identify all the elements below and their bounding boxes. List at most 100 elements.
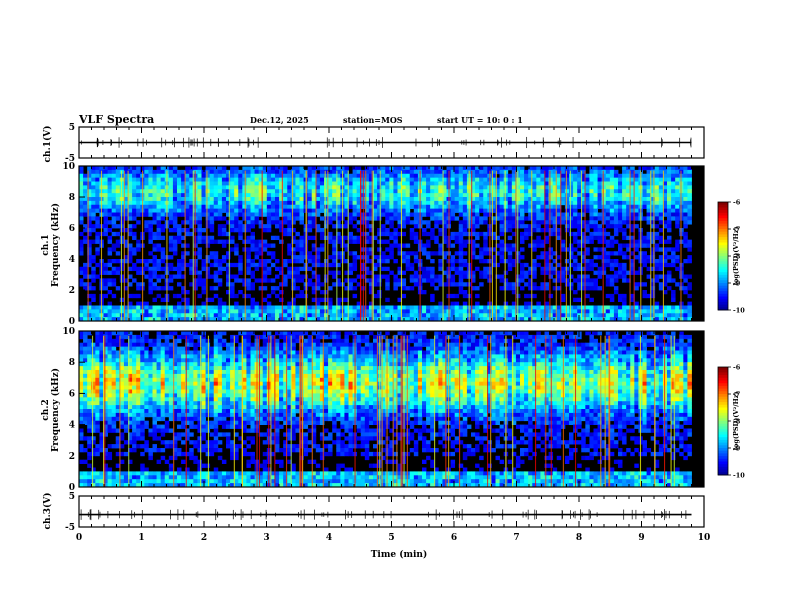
spectrogram-cell <box>434 189 439 194</box>
spectrogram-cell <box>413 173 419 179</box>
spectrogram-cell <box>136 358 141 363</box>
spectrogram-cell <box>132 334 137 340</box>
spectrogram-cell <box>123 305 129 310</box>
spectrogram-cell <box>503 224 509 229</box>
spectrogram-cell <box>642 173 647 179</box>
spectrogram-cell <box>262 224 268 229</box>
spectrogram-cell <box>283 212 288 217</box>
spectrogram-cell <box>107 475 113 480</box>
spectrogram-cell <box>140 354 145 359</box>
spectrogram-cell <box>442 212 447 217</box>
spectrogram-cell <box>328 305 333 310</box>
spectrogram-cell <box>111 181 117 186</box>
spectrogram-cell <box>454 193 460 198</box>
spectrogram-cell <box>471 200 476 206</box>
spectrogram-cell <box>119 185 125 190</box>
spectrogram-cell <box>556 189 562 194</box>
spectrogram-cell <box>152 309 157 314</box>
spectrogram-cell <box>560 305 566 310</box>
spectrogram-cell <box>221 301 227 306</box>
spectrogram-cell <box>79 346 84 351</box>
spectrogram-cell <box>671 166 676 171</box>
spectrogram-cell <box>83 350 88 355</box>
spectrogram-cell <box>368 169 374 175</box>
spectrogram-cell <box>95 451 100 457</box>
spectrogram-cell <box>552 212 558 217</box>
spectrogram-cell <box>409 166 415 171</box>
spectrogram-cell <box>540 166 545 171</box>
spectrogram-cell <box>103 362 108 367</box>
spectrogram-cell <box>377 247 382 252</box>
spectrogram-cell <box>115 389 121 394</box>
spectrogram-cell <box>221 309 227 314</box>
spectrogram-cell <box>209 208 215 213</box>
spectrogram-cell <box>128 385 133 390</box>
spectrogram-cell <box>401 220 407 225</box>
spectrogram-cell <box>87 455 92 461</box>
spectrogram-cell <box>687 305 692 310</box>
spectrogram-cell <box>426 197 431 202</box>
spectrogram-cell <box>511 309 517 314</box>
impulse-streak <box>372 170 374 321</box>
spectrogram-cell <box>622 228 627 233</box>
spectrogram-cell <box>495 200 500 206</box>
spectrogram-cell <box>524 293 529 299</box>
spectrogram-cell <box>671 278 676 283</box>
spectrogram-cell <box>242 278 247 283</box>
spectrogram-cell <box>103 448 108 453</box>
spectrogram-cell <box>646 220 652 225</box>
impulse-streak <box>362 170 364 321</box>
spectrogram-cell <box>128 231 133 237</box>
spectrogram-cell <box>132 342 137 347</box>
spectrogram-cell <box>103 409 108 414</box>
spectrogram-cell <box>177 173 182 179</box>
spectrogram-cell <box>299 305 304 310</box>
spectrogram-cell <box>605 224 611 229</box>
spectrogram-cell <box>209 305 215 310</box>
spectrogram-cell <box>319 166 325 171</box>
spectrogram-cell <box>107 451 113 457</box>
spectrogram-cell <box>213 177 219 182</box>
spectrogram-cell <box>381 228 386 233</box>
spectrogram-cell <box>683 169 688 175</box>
spectrogram-cell <box>242 313 247 318</box>
spectrogram-cell <box>307 235 313 241</box>
spectrogram-cell <box>205 266 211 272</box>
spectrogram-cell <box>238 204 243 210</box>
spectrogram-cell <box>462 293 468 299</box>
spectrogram-cell <box>683 243 688 248</box>
spectrogram-cell <box>181 220 186 225</box>
spectrogram-cell <box>185 166 190 171</box>
spectrogram-cell <box>422 251 427 256</box>
spectrogram-cell <box>279 197 284 202</box>
spectrogram-cell <box>356 197 362 202</box>
spectrogram-cell <box>605 255 611 260</box>
spectrogram-cell <box>287 247 292 252</box>
spectrogram-cell <box>642 181 647 186</box>
spectrogram-cell <box>536 235 541 241</box>
spectrogram-cell <box>95 334 100 340</box>
spectrogram-cell <box>368 251 374 256</box>
spectrogram-cell <box>132 444 137 449</box>
spectrogram-cell <box>458 262 464 268</box>
spectrogram-cell <box>389 189 394 194</box>
date-label: Dec.12, 2025 <box>250 115 309 125</box>
spectrogram-cell <box>254 266 260 272</box>
spectrogram-cell <box>156 278 162 283</box>
spectrogram-cell <box>479 231 484 237</box>
spectrogram-cell <box>148 483 153 488</box>
spectrogram-cell <box>397 220 402 225</box>
spectrogram-cell <box>569 181 574 186</box>
spectrogram-cell <box>119 173 125 179</box>
spectrogram-cell <box>103 412 108 418</box>
spectrogram-cell <box>626 220 631 225</box>
spectrogram-cell <box>152 255 157 260</box>
spectrogram-cell <box>601 204 607 210</box>
spectrogram-cell <box>328 212 333 217</box>
spectrogram-cell <box>189 212 194 217</box>
spectrogram-cell <box>434 208 439 213</box>
spectrogram-cell <box>450 274 456 279</box>
spectrogram-cell <box>307 193 313 198</box>
spectrogram-cell <box>622 193 627 198</box>
spectrogram-cell <box>279 266 284 272</box>
